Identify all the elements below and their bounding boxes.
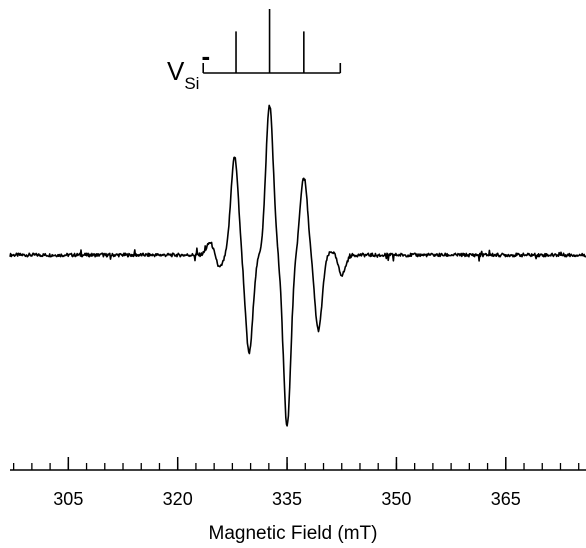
x-axis-title: Magnetic Field (mT) <box>209 523 378 544</box>
x-tick-label: 305 <box>53 489 83 509</box>
x-axis-tick-labels: 305 320 335 350 365 <box>53 489 521 509</box>
x-axis-major-ticks <box>67 457 507 470</box>
vsi-label-subscript: Si <box>184 74 199 93</box>
epr-spectrum-line <box>9 104 586 427</box>
x-axis-minor-ticks <box>12 463 580 470</box>
x-tick-label: 365 <box>491 489 521 509</box>
x-tick-label: 320 <box>163 489 193 509</box>
vsi-label: VSi- <box>167 41 210 93</box>
vsi-label-superscript: - <box>201 41 210 71</box>
x-tick-label: 335 <box>272 489 302 509</box>
x-axis: 305 320 335 350 365 Magnetic Field (mT) <box>10 457 586 544</box>
vsi-label-main: V <box>167 56 185 86</box>
hyperfine-sticks <box>235 9 305 73</box>
vsi-hyperfine-annotation: VSi- <box>167 9 342 93</box>
x-tick-label: 350 <box>381 489 411 509</box>
